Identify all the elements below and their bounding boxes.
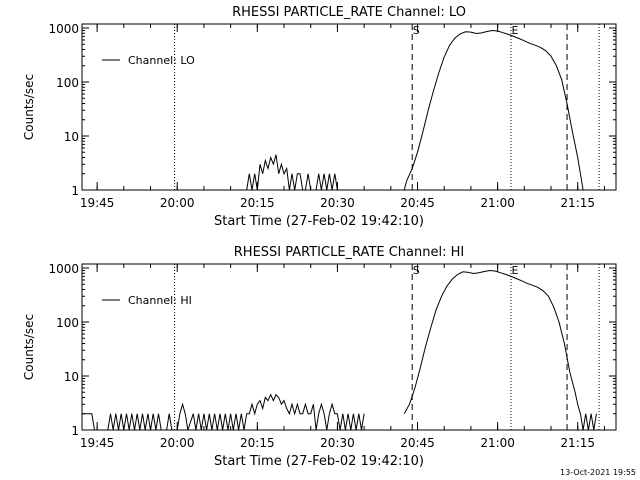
marker-label: S: [413, 24, 420, 37]
y-tick-label: 10: [64, 370, 79, 384]
x-tick-label: 21:00: [480, 196, 515, 210]
x-axis-label: Start Time (27-Feb-02 19:42:10): [214, 454, 424, 469]
chart-title: RHESSI PARTICLE_RATE Channel: LO: [232, 5, 466, 20]
x-tick-label: 19:45: [80, 196, 115, 210]
x-tick-label: 20:15: [240, 436, 275, 450]
y-tick-label: 1: [71, 424, 79, 438]
chart-panel-lo: RHESSI PARTICLE_RATE Channel: LO 1 10 100 10…: [22, 5, 617, 229]
x-tick-label: 20:30: [320, 436, 355, 450]
plot-frame: [81, 23, 617, 191]
x-tick-label: 21:00: [480, 436, 515, 450]
y-axis-label: Counts/sec: [22, 74, 36, 140]
legend-label: Channel: LO: [128, 54, 195, 67]
x-tick-label: 20:30: [320, 196, 355, 210]
x-tick-label: 20:15: [240, 196, 275, 210]
plot-frame: [81, 263, 617, 431]
x-tick-label: 21:15: [560, 436, 595, 450]
y-axis-label: Counts/sec: [22, 314, 36, 380]
x-tick-label: 20:00: [160, 196, 195, 210]
marker-label: E: [512, 264, 519, 277]
series-line: [246, 154, 338, 191]
x-tick-label: 20:45: [400, 436, 435, 450]
footer-timestamp: 13-Oct-2021 19:55: [560, 468, 636, 477]
y-tick-label: 1: [71, 184, 79, 198]
series-line: [403, 29, 584, 191]
chart-title: RHESSI PARTICLE_RATE Channel: HI: [234, 245, 464, 260]
marker-label: E: [512, 24, 519, 37]
series-line: [403, 269, 597, 431]
chart-panel-hi: RHESSI PARTICLE_RATE Channel: HI 1 10 100 10…: [22, 245, 617, 469]
x-tick-label: 20:45: [400, 196, 435, 210]
y-tick-label: 10: [64, 130, 79, 144]
y-tick-label: 100: [56, 316, 79, 330]
x-tick-label: 21:15: [560, 196, 595, 210]
x-tick-label: 20:00: [160, 436, 195, 450]
x-tick-label: 19:45: [80, 436, 115, 450]
y-tick-label: 100: [56, 76, 79, 90]
y-tick-label: 1000: [48, 262, 79, 276]
x-axis-label: Start Time (27-Feb-02 19:42:10): [214, 214, 424, 229]
y-tick-label: 1000: [48, 22, 79, 36]
legend-label: Channel: HI: [128, 294, 192, 307]
series-line: [82, 393, 365, 431]
marker-label: S: [413, 264, 420, 277]
